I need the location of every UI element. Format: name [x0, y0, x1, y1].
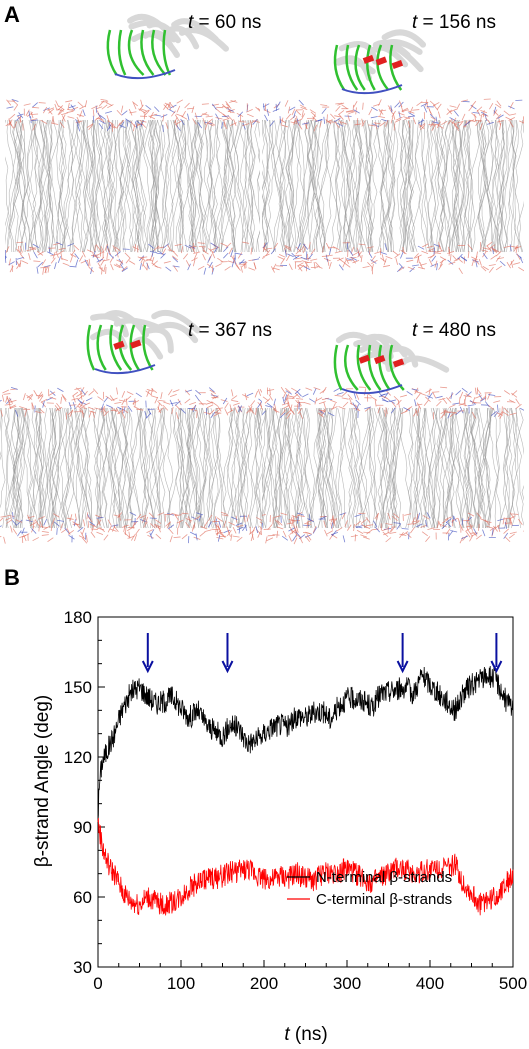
lipid-bilayer — [262, 386, 524, 545]
y-tick-label: 90 — [73, 818, 92, 837]
series-line-c-terminal — [97, 818, 514, 916]
snapshot-60ns — [5, 13, 260, 275]
protein-structure — [106, 13, 229, 80]
legend-label: N-terminal β-strands — [316, 869, 452, 886]
snapshot-time-label: t = 60 ns — [188, 12, 262, 33]
protein-structure — [333, 29, 427, 95]
snapshot-arrow-head — [490, 660, 503, 674]
snapshot-arrow-head — [396, 660, 409, 674]
legend-label: C-terminal β-strands — [316, 891, 452, 908]
y-tick-label: 60 — [73, 888, 92, 907]
y-axis-label: β-strand Angle (deg) — [32, 695, 53, 868]
x-tick-label: 200 — [250, 974, 278, 993]
protein-structure — [333, 331, 450, 395]
x-tick-label: 0 — [93, 974, 102, 993]
lipid-bilayer — [0, 386, 262, 544]
x-axis-label: t (ns) — [284, 1024, 327, 1045]
beta-strand-angle-chart: 0 100 200 300 400 500 30 60 90 120 150 180 N-termina… — [32, 608, 527, 1045]
y-tick-label: 180 — [64, 608, 92, 627]
x-tick-label: 300 — [333, 974, 361, 993]
snapshot-156ns — [262, 29, 524, 275]
protein-structure — [86, 310, 201, 375]
snapshot-367ns — [0, 310, 262, 544]
y-tick-label: 30 — [73, 958, 92, 977]
snapshot-time-label: t = 367 ns — [188, 320, 272, 341]
panel-b-label: B — [4, 565, 20, 590]
snapshot-time-label: t = 480 ns — [412, 320, 496, 341]
y-tick-label: 120 — [64, 748, 92, 767]
panel-a-label: A — [4, 2, 20, 27]
y-tick-label: 150 — [64, 678, 92, 697]
lipid-bilayer — [262, 98, 524, 275]
plot-frame — [97, 616, 514, 968]
series-line-n-terminal — [97, 665, 514, 822]
lipid-bilayer — [5, 98, 260, 275]
x-tick-label: 400 — [416, 974, 444, 993]
snapshot-time-label: t = 156 ns — [412, 12, 496, 33]
snapshot-arrow-head — [141, 660, 154, 674]
x-tick-label: 100 — [167, 974, 195, 993]
x-tick-label: 500 — [499, 974, 527, 993]
snapshot-arrow-head — [221, 660, 234, 674]
snapshot-480ns — [262, 331, 524, 545]
